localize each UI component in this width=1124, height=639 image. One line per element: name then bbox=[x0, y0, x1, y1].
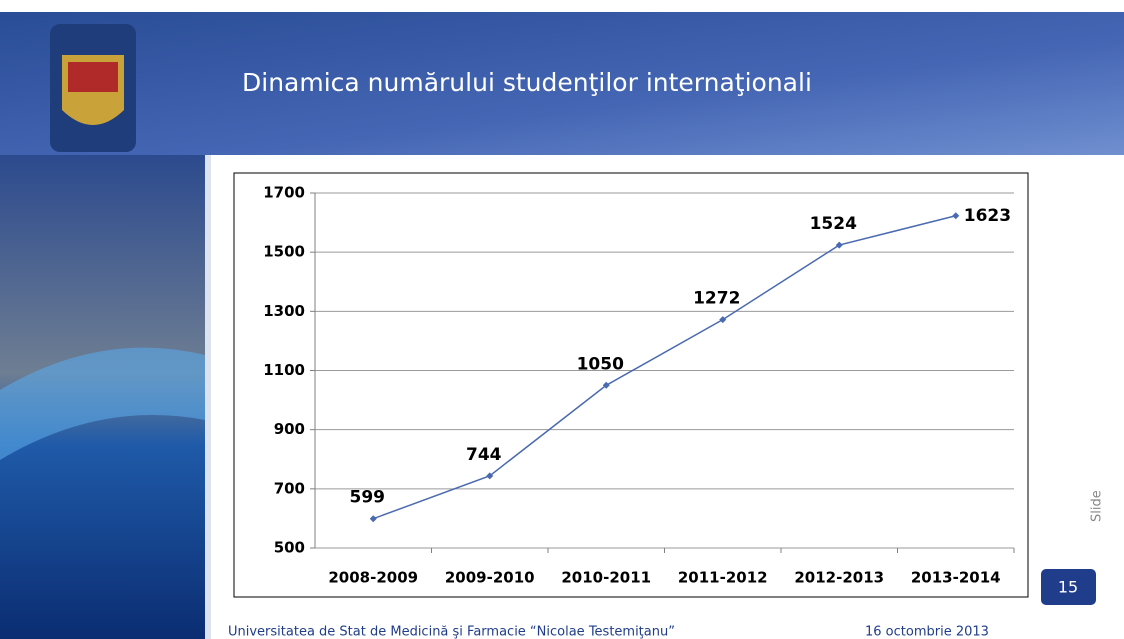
slide: Dinamica numărului studenţilor internaţi… bbox=[0, 0, 1124, 639]
slide-number: 15 bbox=[1058, 578, 1078, 597]
slide-title: Dinamica numărului studenţilor internaţi… bbox=[242, 68, 812, 97]
slide-canvas: Dinamica numărului studenţilor internaţi… bbox=[0, 0, 1124, 639]
x-tick-label: 2010-2011 bbox=[561, 569, 651, 587]
x-tick-label: 2008-2009 bbox=[328, 569, 418, 587]
data-label: 1524 bbox=[810, 214, 857, 234]
y-tick-label: 1500 bbox=[263, 243, 305, 261]
x-tick-label: 2011-2012 bbox=[678, 569, 768, 587]
data-label: 744 bbox=[466, 445, 502, 465]
footer-date: 16 octombrie 2013 bbox=[865, 625, 989, 639]
footer-institution: Universitatea de Stat de Medicină şi Far… bbox=[228, 625, 675, 639]
y-tick-label: 900 bbox=[274, 420, 305, 438]
y-tick-label: 1100 bbox=[263, 361, 305, 379]
data-label: 1272 bbox=[693, 289, 740, 309]
y-tick-label: 1700 bbox=[263, 184, 305, 202]
data-label: 599 bbox=[350, 488, 386, 508]
x-tick-label: 2013-2014 bbox=[911, 569, 1001, 587]
x-tick-label: 2012-2013 bbox=[794, 569, 884, 587]
x-tick-label: 2009-2010 bbox=[445, 569, 535, 587]
chart-frame bbox=[234, 173, 1028, 597]
y-tick-label: 700 bbox=[274, 479, 305, 497]
logo-crest bbox=[68, 62, 118, 92]
slide-label: Slide bbox=[1090, 490, 1105, 522]
data-label: 1050 bbox=[577, 354, 624, 374]
data-label: 1623 bbox=[964, 206, 1011, 226]
y-tick-label: 500 bbox=[274, 539, 305, 557]
side-divider bbox=[205, 155, 211, 639]
y-tick-label: 1300 bbox=[263, 302, 305, 320]
